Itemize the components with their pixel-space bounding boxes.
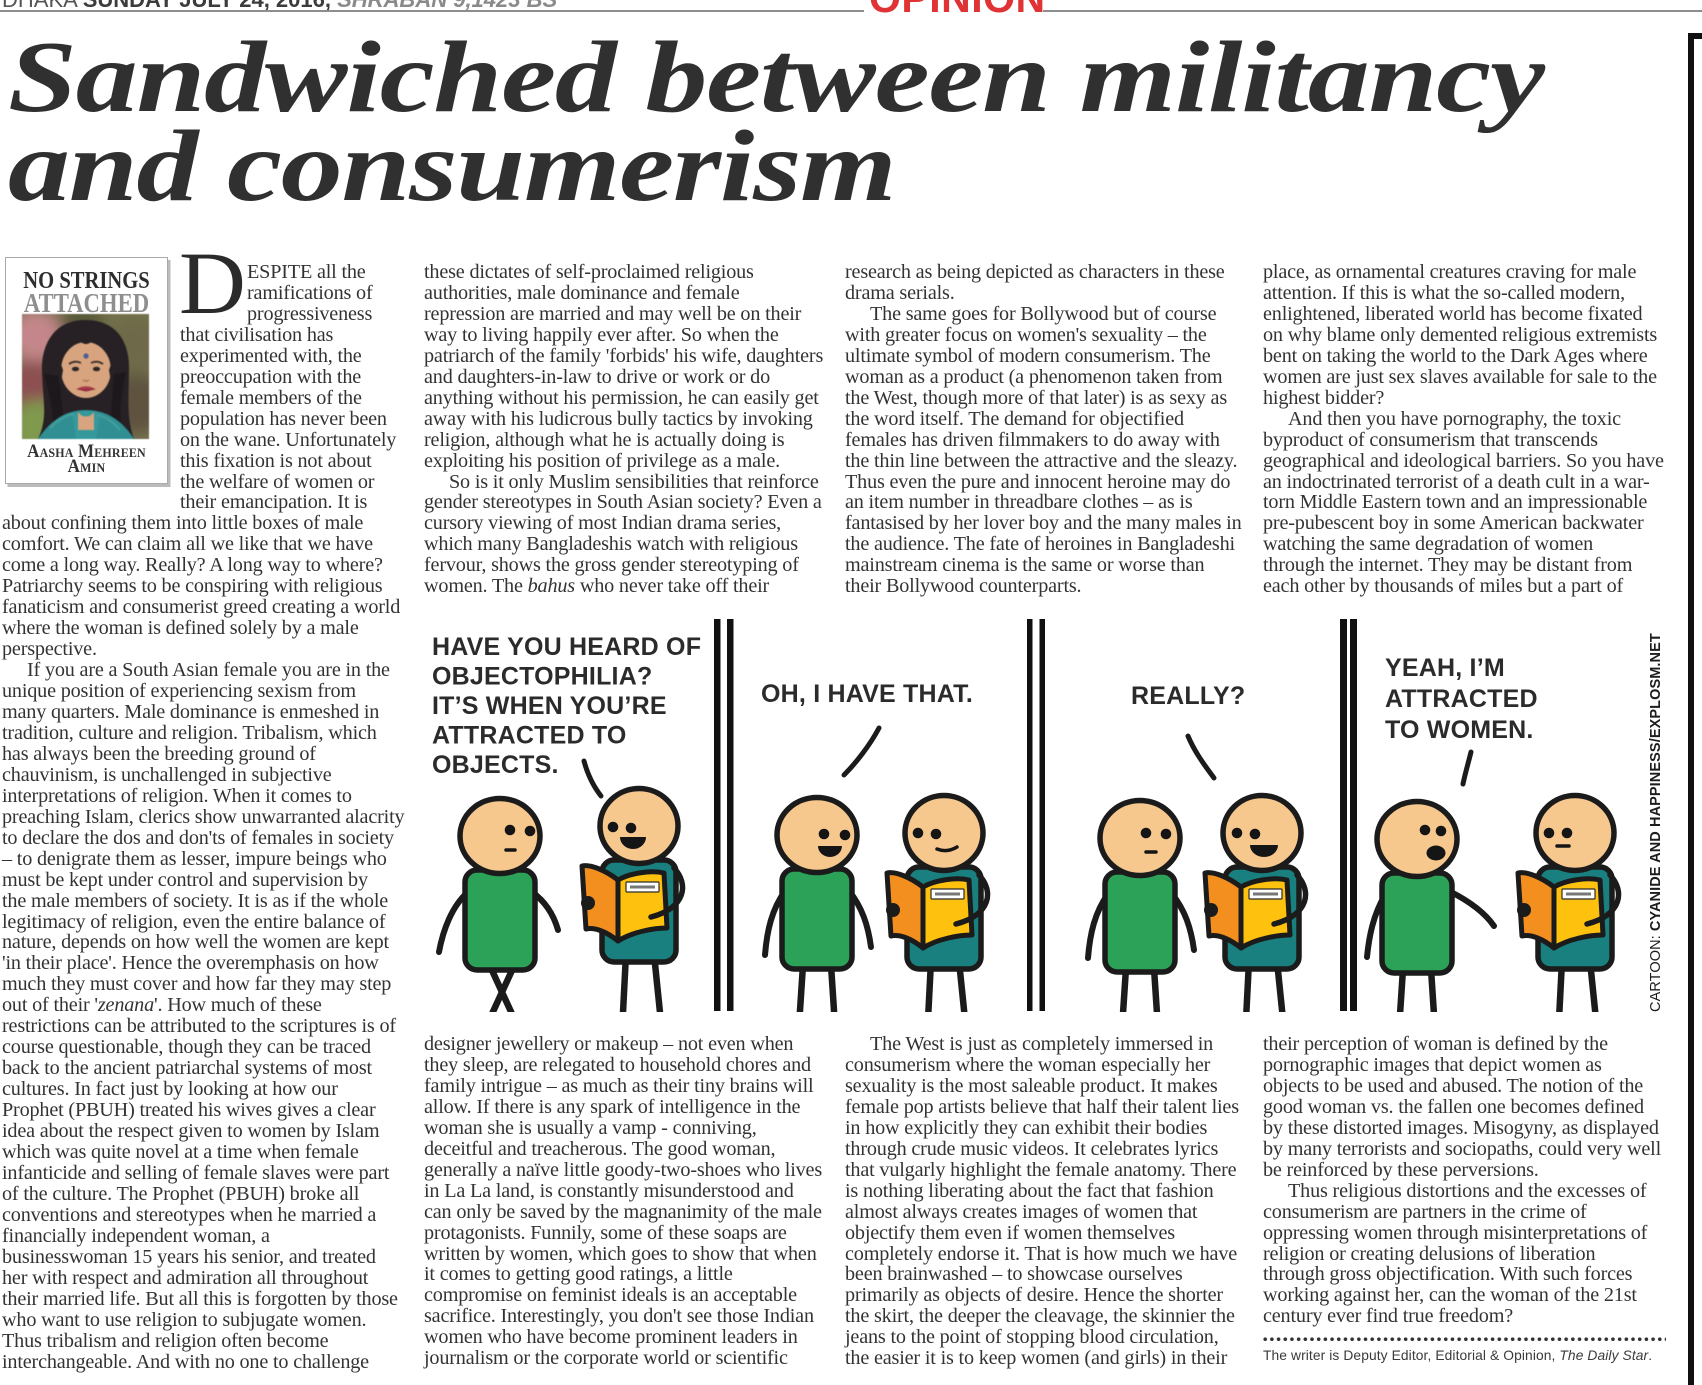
svg-text:REALLY?: REALLY? [1131,682,1245,710]
svg-text:OH, I HAVE THAT.: OH, I HAVE THAT. [761,680,973,708]
svg-text:HAVE YOU HEARD OF: HAVE YOU HEARD OF [432,633,701,661]
svg-text:IT’S WHEN YOU’RE: IT’S WHEN YOU’RE [432,692,667,720]
svg-text:ATTRACTED TO: ATTRACTED TO [432,722,627,750]
svg-text:ATTRACTED: ATTRACTED [1385,685,1538,713]
svg-text:TO WOMEN.: TO WOMEN. [1385,716,1534,744]
svg-text:OBJECTOPHILIA?: OBJECTOPHILIA? [432,663,652,691]
svg-text:YEAH, I’M: YEAH, I’M [1385,654,1505,682]
svg-text:OBJECTS.: OBJECTS. [432,751,559,779]
